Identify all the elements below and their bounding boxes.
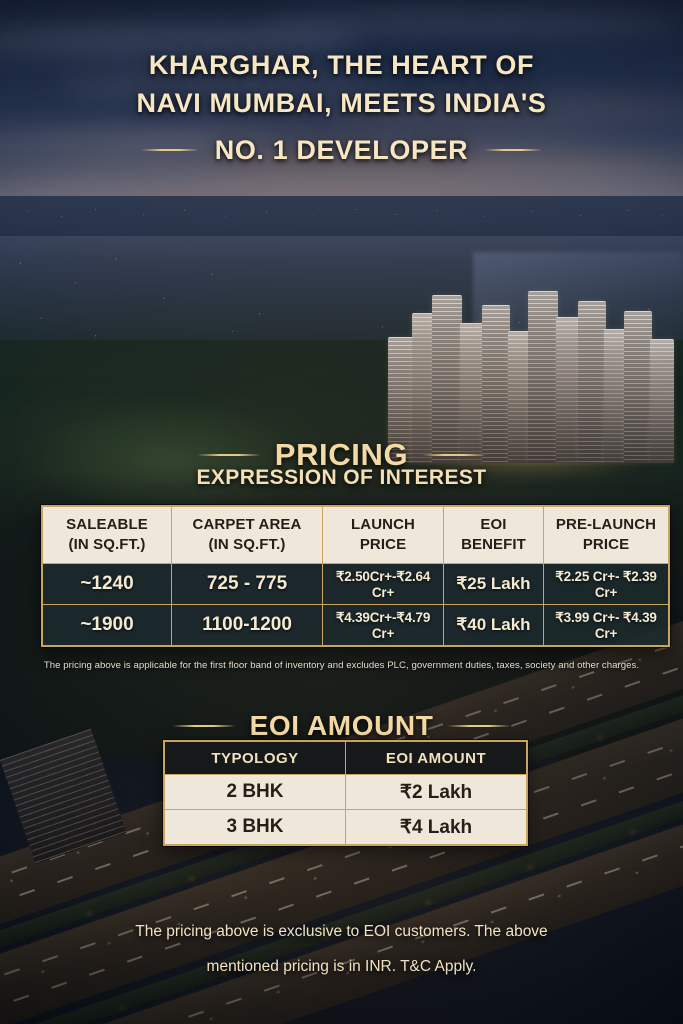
cell-typology: 3 BHK <box>163 809 346 846</box>
cell-launch-price: ₹2.50Cr+-₹2.64 Cr+ <box>322 563 444 606</box>
pricing-table-header-row: SALEABLE (IN SQ.FT.) CARPET AREA (IN SQ.… <box>41 505 670 565</box>
column-header-saleable: SALEABLE (IN SQ.FT.) <box>41 505 172 565</box>
headline-line-3: NO. 1 DEVELOPER <box>214 134 469 165</box>
eoi-amount-table: TYPOLOGY EOI AMOUNT 2 BHK ₹2 Lakh 3 BHK … <box>163 740 528 846</box>
cell-launch-price: ₹4.39Cr+-₹4.79 Cr+ <box>322 604 444 647</box>
pricing-title-text: PRICING <box>274 437 409 472</box>
pricing-disclaimer: The pricing above is applicable for the … <box>43 660 640 671</box>
eoi-table-header-row: TYPOLOGY EOI AMOUNT <box>163 740 528 775</box>
cell-eoi-benefit: ₹40 Lakh <box>443 604 544 647</box>
headline-line-2: NAVI MUMBAI, MEETS INDIA'S <box>136 88 547 119</box>
decorative-rule-right-icon <box>447 725 512 727</box>
decorative-rule-left-icon <box>171 725 236 727</box>
decorative-rule-left-icon <box>196 454 261 456</box>
column-header-typology: TYPOLOGY <box>163 740 346 775</box>
cell-saleable: ~1240 <box>41 563 172 606</box>
cell-carpet-area: 725 - 775 <box>171 563 323 606</box>
decorative-rule-right-icon <box>484 148 543 151</box>
pricing-section-title: PRICING <box>0 428 683 473</box>
cell-eoi-amount: ₹4 Lakh <box>345 809 528 846</box>
eoi-title-text: EOI AMOUNT <box>249 710 434 741</box>
footer-line-1: The pricing above is exclusive to EOI cu… <box>135 923 548 940</box>
footer-disclaimer: The pricing above is exclusive to EOI cu… <box>60 915 623 985</box>
cell-pre-launch-price: ₹3.99 Cr+- ₹4.39 Cr+ <box>543 604 670 647</box>
pricing-section-subtitle: EXPRESSION OF INTEREST <box>196 466 487 489</box>
cell-carpet-area: 1100-1200 <box>171 604 323 647</box>
column-header-eoi-amount: EOI AMOUNT <box>345 740 528 775</box>
pricing-table: SALEABLE (IN SQ.FT.) CARPET AREA (IN SQ.… <box>41 505 670 648</box>
footer-line-2: mentioned pricing is in INR. T&C Apply. <box>206 957 477 975</box>
cell-eoi-benefit: ₹25 Lakh <box>443 563 544 606</box>
cell-saleable: ~1900 <box>41 604 172 647</box>
cell-typology: 2 BHK <box>163 774 346 810</box>
table-row: ~1240 725 - 775 ₹2.50Cr+-₹2.64 Cr+ ₹25 L… <box>41 563 670 606</box>
headline-line-1: KHARGHAR, THE HEART OF <box>148 50 535 80</box>
table-row: 2 BHK ₹2 Lakh <box>163 774 528 810</box>
headline-line-3-group: NO. 1 DEVELOPER <box>140 131 543 169</box>
column-header-launch-price: LAUNCH PRICE <box>322 505 444 565</box>
cell-pre-launch-price: ₹2.25 Cr+- ₹2.39 Cr+ <box>543 563 670 606</box>
decorative-rule-right-icon <box>422 454 487 456</box>
table-row: ~1900 1100-1200 ₹4.39Cr+-₹4.79 Cr+ ₹40 L… <box>41 604 670 647</box>
column-header-pre-launch-price: PRE-LAUNCH PRICE <box>543 505 670 565</box>
column-header-eoi-benefit: EOI BENEFIT <box>443 505 544 565</box>
table-row: 3 BHK ₹4 Lakh <box>163 809 528 846</box>
column-header-carpet-area: CARPET AREA (IN SQ.FT.) <box>171 505 323 565</box>
headline: KHARGHAR, THE HEART OF NAVI MUMBAI, MEET… <box>0 46 683 169</box>
decorative-rule-left-icon <box>140 148 199 151</box>
eoi-section-title: EOI AMOUNT <box>0 702 683 742</box>
cell-eoi-amount: ₹2 Lakh <box>345 774 528 810</box>
